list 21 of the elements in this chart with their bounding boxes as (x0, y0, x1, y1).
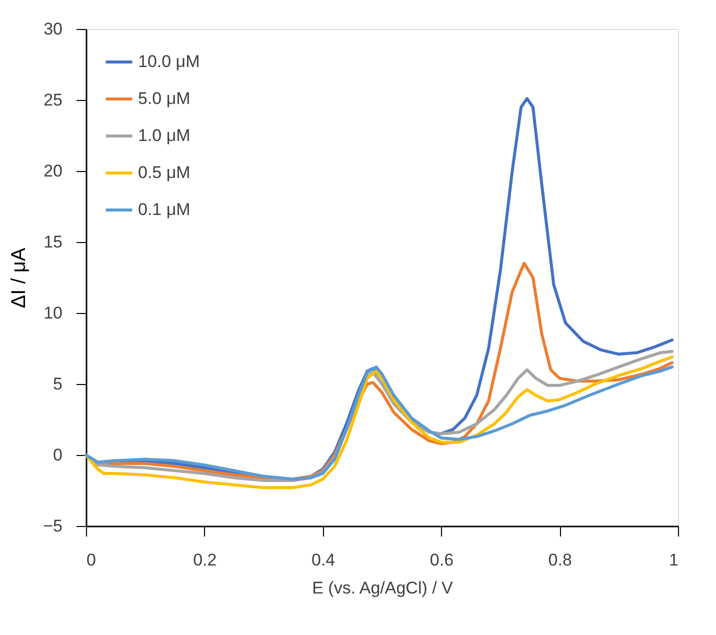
legend-label: 10.0 μM (138, 52, 200, 71)
y-tick-label: 30 (44, 20, 62, 38)
y-tick-label: 20 (44, 162, 62, 180)
x-tick-label: 1 (669, 550, 678, 570)
legend-label: 0.1 μM (138, 200, 190, 219)
legend-label: 0.5 μM (138, 163, 190, 182)
y-tick-label: −5 (43, 516, 62, 536)
y-tick-label: 0 (53, 446, 62, 464)
x-tick-label: 0.2 (193, 550, 217, 570)
x-tick-label: 0.4 (311, 550, 336, 570)
x-tick-label: 0.6 (430, 550, 454, 570)
legend-label: 5.0 μM (138, 89, 190, 108)
y-axis-title: ΔI / μA (8, 247, 30, 308)
x-tick-label: 0.8 (548, 550, 572, 570)
y-tick-label: 25 (44, 90, 62, 110)
y-tick-label: 15 (44, 232, 62, 252)
x-axis-title: E (vs. Ag/AgCl) / V (312, 578, 454, 598)
legend-label: 1.0 μM (138, 126, 190, 145)
y-tick-label: 10 (44, 304, 62, 322)
y-tick-label: 5 (53, 374, 62, 394)
x-tick-label: 0 (86, 550, 96, 570)
